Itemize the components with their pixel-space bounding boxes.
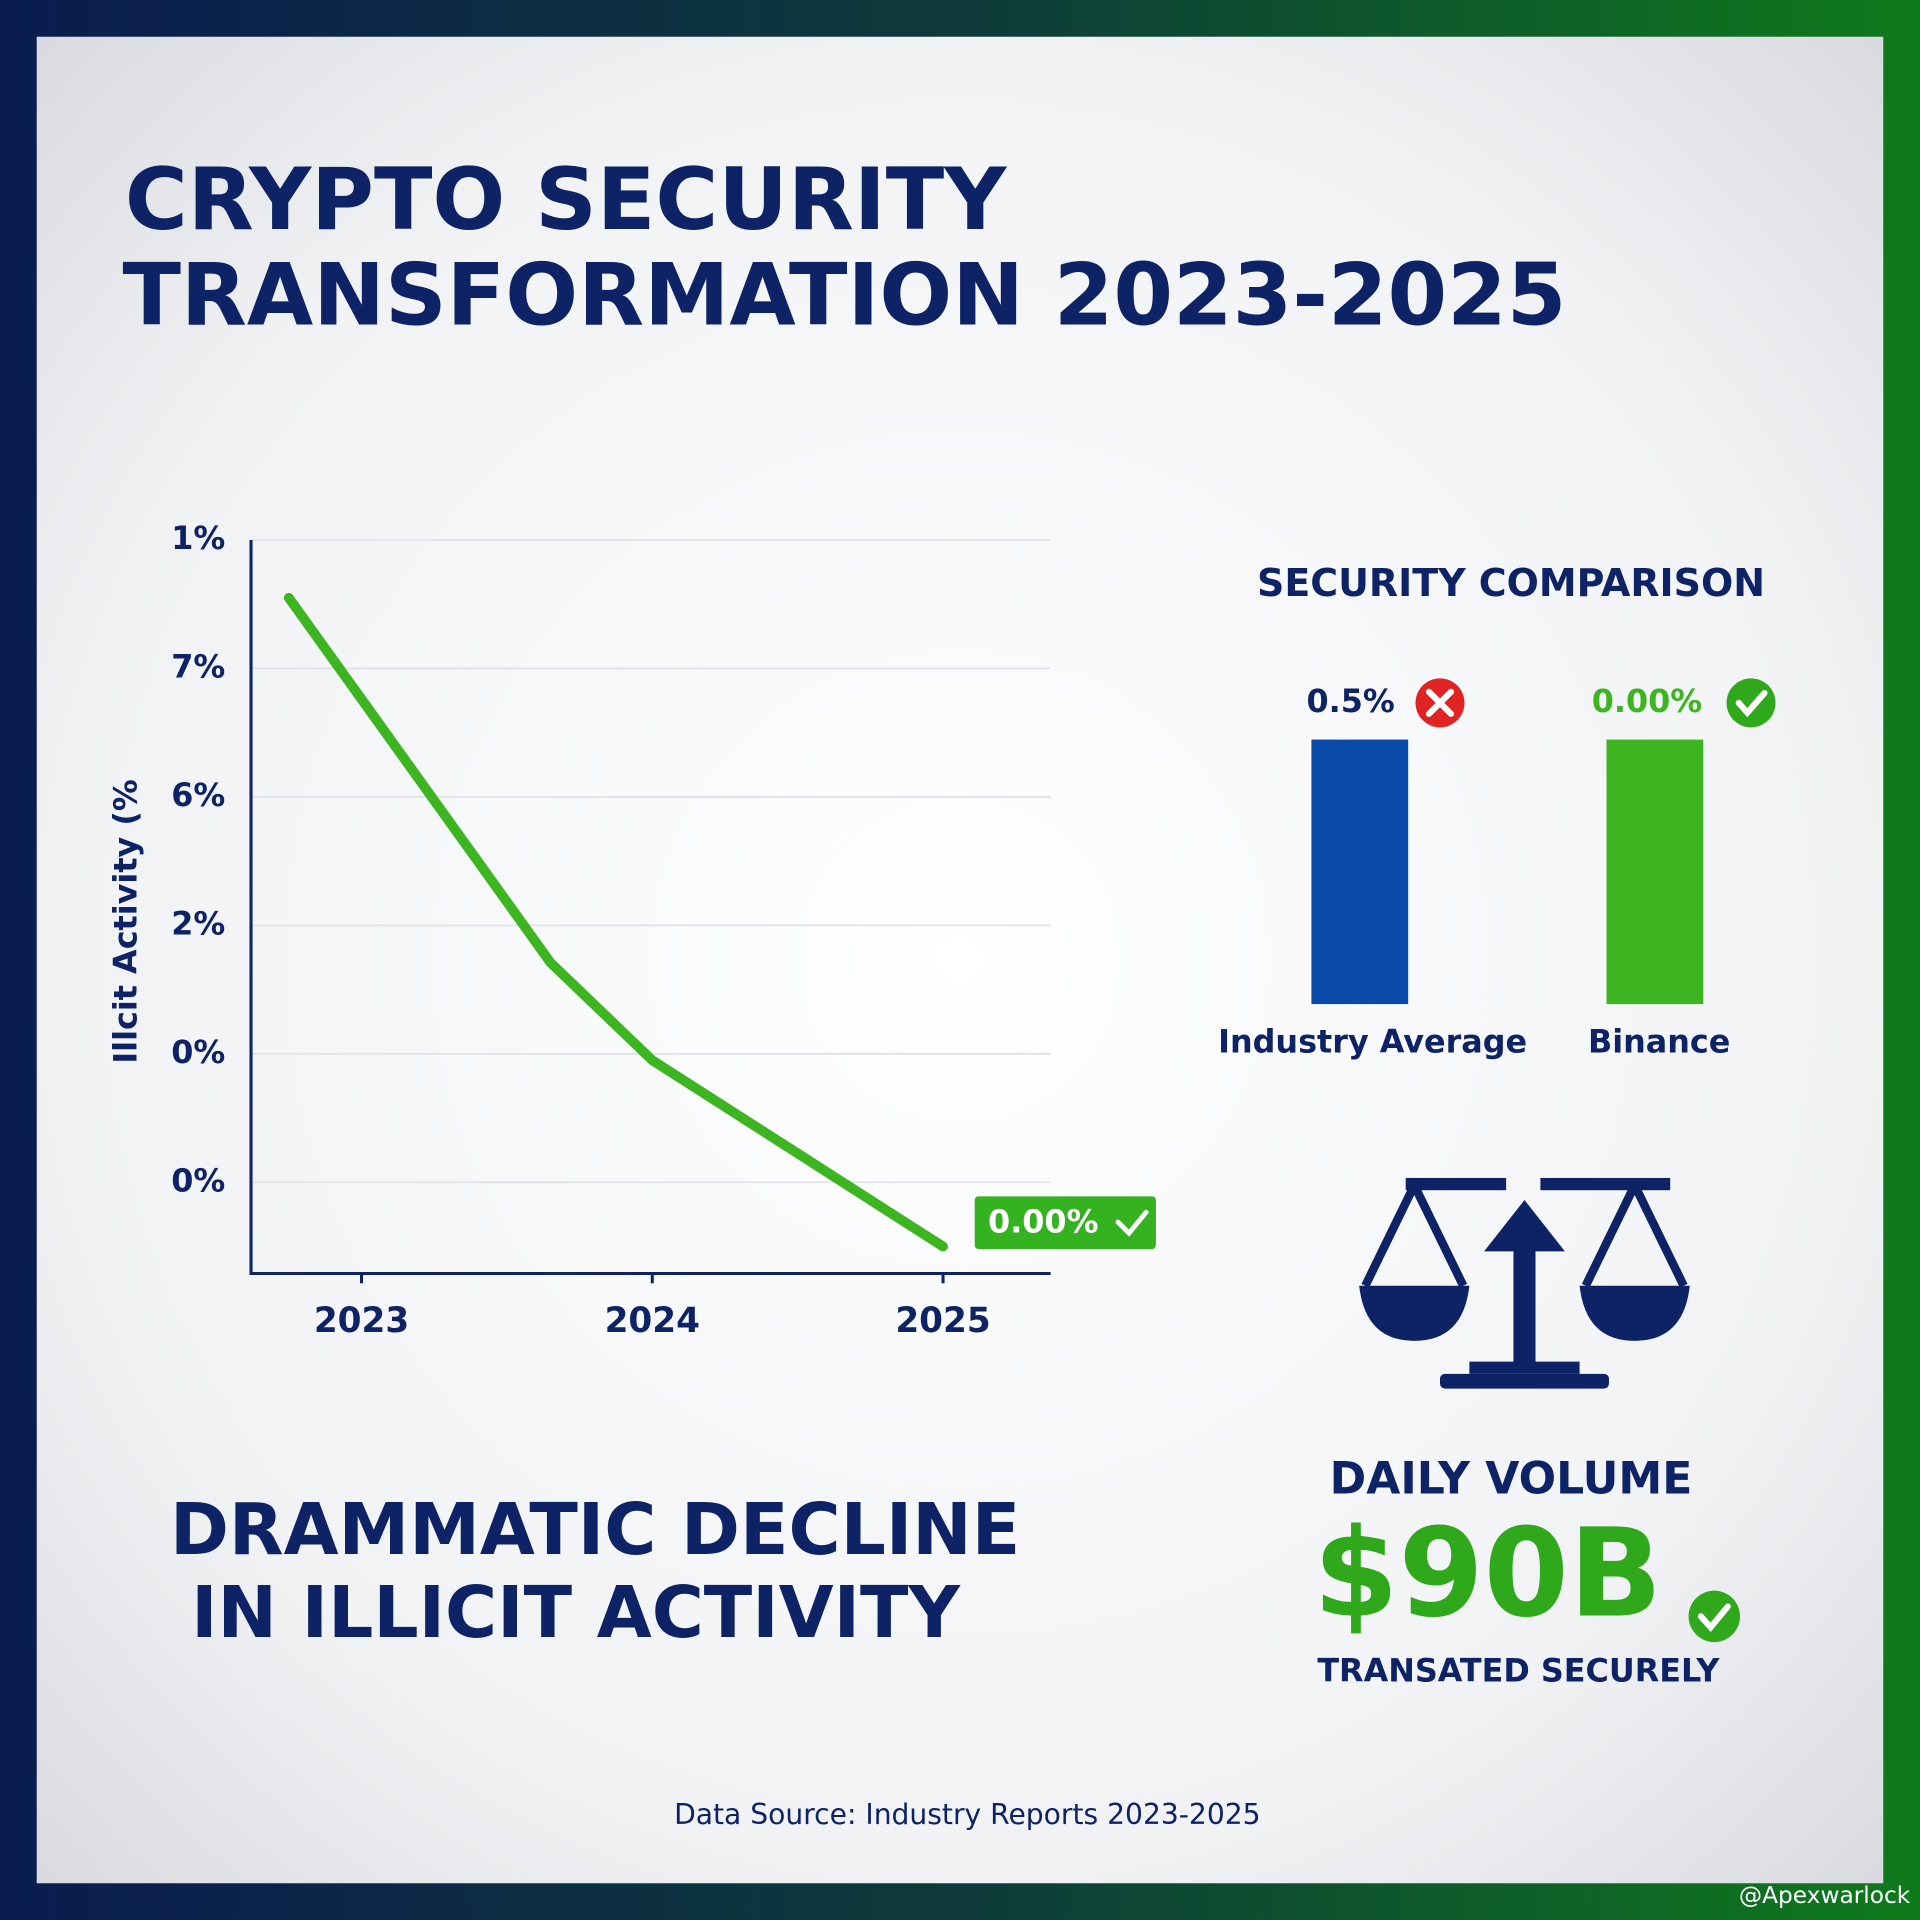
title: TRANSFORMATION 2023-2025 (122, 246, 1566, 346)
x-tick-label: 2024 (605, 1301, 700, 1341)
x-icon (1415, 678, 1465, 728)
y-axis-label: Illcit Activity (% (106, 779, 144, 1064)
x-tick-label: 2025 (895, 1301, 990, 1341)
y-tick-label: 7% (171, 647, 225, 685)
annotation-box (974, 1196, 1156, 1249)
bar-value-label: 0.00% (1592, 682, 1702, 720)
headline: DRAMMATIC DECLINE (170, 1488, 1020, 1571)
bar-shape (1606, 739, 1704, 1005)
volume-title: DAILY VOLUME (1330, 1454, 1693, 1505)
y-tick-label: 0% (171, 1033, 225, 1071)
headline: IN ILLICIT ACTIVITY (191, 1571, 961, 1654)
check-icon (1688, 1590, 1740, 1643)
volume-caption: TRANSATED SECURELY (1317, 1652, 1720, 1690)
panel (36, 36, 1884, 1884)
bar-value-label: 0.5% (1306, 682, 1394, 720)
y-tick-label: 2% (171, 904, 225, 942)
line-chart: 0% 0% 2% 6% 7% 1% Illcit Activity (% 2023 2024 20… (106, 519, 1156, 1341)
x-tick-label: 2023 (314, 1301, 409, 1341)
annotation: 0.00% (988, 1202, 1098, 1240)
check-icon (1115, 1209, 1149, 1237)
check-icon (1726, 678, 1776, 728)
y-tick-label: 6% (171, 776, 225, 814)
axis (249, 540, 1051, 1275)
source: Data Source: Industry Reports 2023-2025 (674, 1798, 1261, 1831)
comparison-title: SECURITY COMPARISON (1257, 561, 1765, 605)
volume-value: $90B (1313, 1502, 1662, 1645)
title: CRYPTO SECURITY (125, 150, 1007, 250)
bar-shape (1311, 739, 1409, 1005)
y-tick-label: 1% (171, 519, 225, 557)
data-line (283, 592, 948, 1252)
scale-icon (1359, 1177, 1690, 1389)
y-tick-label: 0% (171, 1161, 225, 1199)
bar-label: Industry Average (1218, 1022, 1527, 1060)
watermark: @Apexwarlock (1739, 1882, 1911, 1909)
bar-label: Binance (1588, 1022, 1730, 1060)
